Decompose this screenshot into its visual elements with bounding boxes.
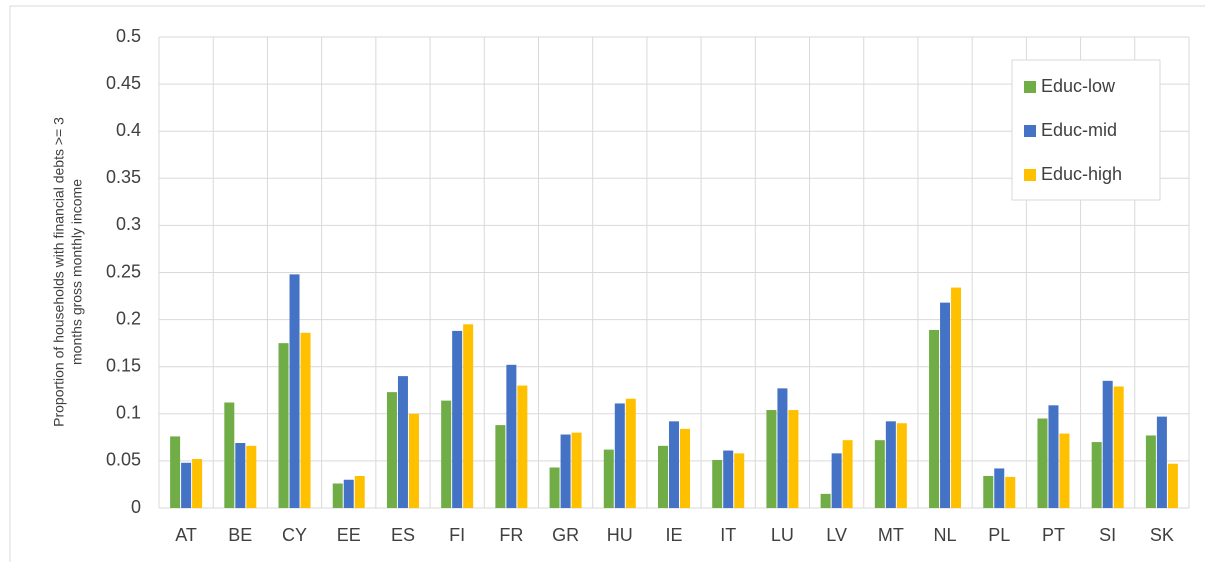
bar — [1102, 380, 1113, 508]
bar — [896, 423, 907, 508]
bar — [669, 421, 679, 508]
bar — [506, 364, 517, 508]
y-tick-label: 0.4 — [116, 120, 141, 140]
x-tick-label: IE — [665, 525, 682, 545]
legend-box — [1011, 59, 1161, 201]
bar — [246, 445, 257, 508]
bar — [549, 467, 560, 508]
x-tick-label: MT — [878, 525, 904, 545]
y-tick-label: 0.5 — [116, 26, 141, 46]
x-tick-label: PT — [1042, 525, 1065, 545]
bar — [874, 440, 885, 508]
bar — [614, 403, 625, 508]
bar — [680, 428, 690, 508]
bar — [788, 410, 799, 508]
y-tick-label: 0.35 — [106, 167, 141, 187]
bar — [831, 453, 842, 508]
bar — [1145, 435, 1156, 508]
bar — [278, 343, 289, 508]
bar — [463, 324, 474, 508]
y-tick-label: 0.2 — [116, 308, 141, 328]
bar — [386, 392, 397, 508]
bar — [235, 443, 246, 508]
bar — [625, 398, 636, 508]
bar — [994, 468, 1005, 508]
bar — [192, 459, 203, 508]
bar — [1037, 418, 1048, 508]
bar — [224, 402, 235, 508]
legend-label: Educ-high — [1041, 164, 1122, 184]
y-tick-label: 0.15 — [106, 355, 141, 375]
y-tick-label: 0.05 — [106, 450, 141, 470]
bar — [181, 462, 192, 508]
bar — [170, 436, 181, 508]
bar — [289, 274, 300, 508]
x-tick-label: LU — [771, 525, 794, 545]
bar — [842, 440, 853, 508]
bar — [1005, 476, 1016, 508]
bar — [766, 410, 777, 508]
y-tick-label: 0.45 — [106, 73, 141, 93]
bar — [1091, 442, 1102, 508]
bar — [517, 385, 528, 508]
bar — [1059, 433, 1070, 508]
x-tick-label: EE — [337, 525, 361, 545]
bar — [332, 483, 343, 508]
bar — [354, 475, 365, 508]
bar — [603, 449, 614, 508]
bar — [495, 425, 506, 508]
bar — [560, 434, 571, 508]
bar — [408, 413, 419, 508]
bar — [397, 376, 408, 508]
x-tick-label: HU — [607, 525, 633, 545]
bar — [300, 332, 311, 508]
bar — [1167, 463, 1178, 508]
bar — [951, 287, 962, 508]
bar — [723, 450, 734, 508]
bar — [820, 493, 831, 508]
bar — [734, 453, 745, 508]
y-tick-label: 0.25 — [106, 261, 141, 281]
x-tick-label: LV — [826, 525, 847, 545]
bar — [712, 459, 723, 508]
x-tick-label: SK — [1150, 525, 1174, 545]
bar — [1113, 386, 1124, 508]
legend-swatch — [1024, 169, 1036, 181]
bar — [452, 330, 463, 508]
x-tick-label: GR — [552, 525, 579, 545]
x-tick-label: CY — [282, 525, 307, 545]
x-tick-label: NL — [934, 525, 957, 545]
bar — [1156, 416, 1167, 508]
bar — [658, 445, 668, 508]
y-axis-label: Proportion of households with financial … — [51, 117, 67, 427]
bar — [885, 421, 896, 508]
bar — [343, 479, 354, 508]
x-tick-label: BE — [228, 525, 252, 545]
y-tick-label: 0.1 — [116, 403, 141, 423]
x-tick-label: ES — [391, 525, 415, 545]
x-tick-label: AT — [175, 525, 197, 545]
legend-label: Educ-low — [1041, 76, 1116, 96]
y-axis-label: months gross monthly income — [69, 179, 85, 365]
y-tick-label: 0.3 — [116, 214, 141, 234]
legend-swatch — [1024, 81, 1036, 93]
legend-swatch — [1024, 125, 1036, 137]
legend-label: Educ-mid — [1041, 120, 1117, 140]
x-tick-label: FR — [499, 525, 523, 545]
chart-frame — [9, 5, 1205, 562]
bar — [777, 388, 788, 508]
y-tick-label: 0 — [131, 497, 141, 517]
x-tick-label: IT — [720, 525, 736, 545]
bar — [571, 432, 582, 508]
x-tick-label: PL — [988, 525, 1010, 545]
bar — [983, 475, 994, 508]
x-tick-label: SI — [1099, 525, 1116, 545]
bar — [441, 400, 452, 508]
x-tick-label: FI — [449, 525, 465, 545]
bar — [929, 329, 940, 508]
bar — [940, 302, 951, 508]
bar — [1048, 405, 1059, 508]
